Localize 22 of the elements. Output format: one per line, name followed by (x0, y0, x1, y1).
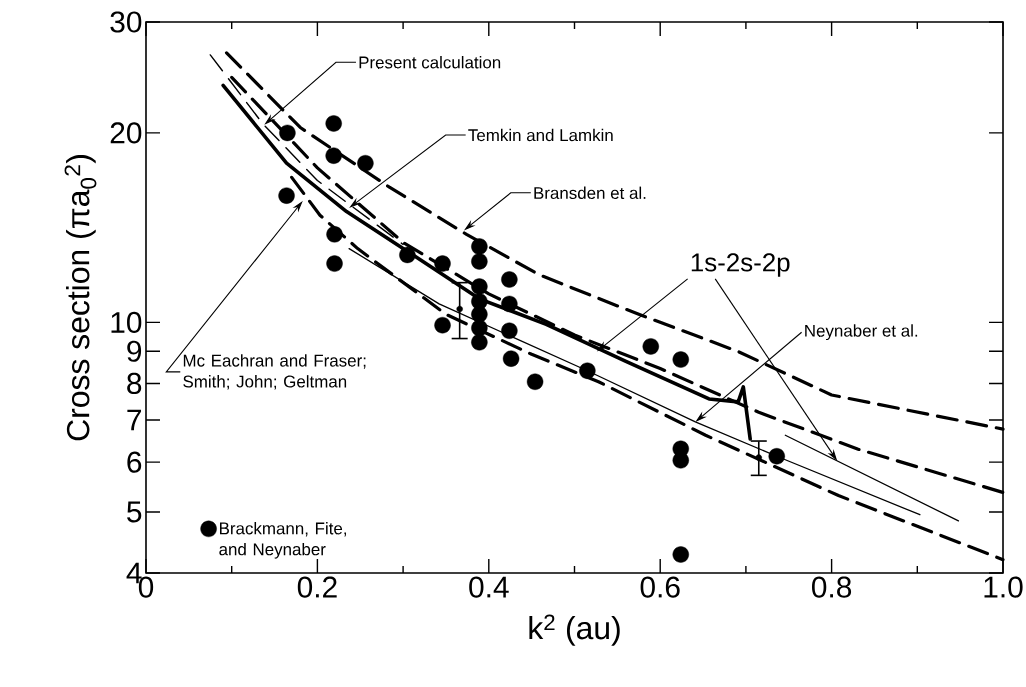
annotation: Temkin and Lamkin (468, 128, 613, 142)
x-tick-label: 0.6 (640, 576, 680, 598)
y-tick-label: 7 (127, 409, 141, 431)
y-tick-label: 10 (111, 311, 142, 334)
y-axis-title: Cross section (πa$_{0}$$^{2}$) (64, 155, 97, 441)
annotation: Bransden et al. (534, 186, 646, 200)
annotation: 1s-2s-2p (691, 253, 790, 277)
y-tick-label: 8 (127, 372, 142, 395)
y-tick-label: 30 (110, 11, 142, 33)
annotation: Mc Eachran and Fraser; Smith; John; Geltman (183, 354, 366, 390)
x-tick-label: 1.0 (984, 576, 1023, 598)
x-tick-label: 0.2 (297, 576, 337, 598)
y-tick-label: 5 (127, 501, 142, 523)
x-axis-title: k$^{2}$ (au) (529, 614, 620, 646)
x-tick-label: 0.8 (812, 576, 852, 598)
x-tick-label: 0.4 (469, 576, 509, 598)
annotation: Present calculation (359, 56, 501, 69)
legend-label: Brackmann, Fite, and Neynaber (219, 521, 347, 559)
y-tick-label: 6 (127, 451, 142, 473)
annotation: Neynaber et al. (805, 324, 918, 341)
y-tick-label: 9 (127, 340, 142, 362)
y-tick-label: 20 (110, 122, 142, 144)
